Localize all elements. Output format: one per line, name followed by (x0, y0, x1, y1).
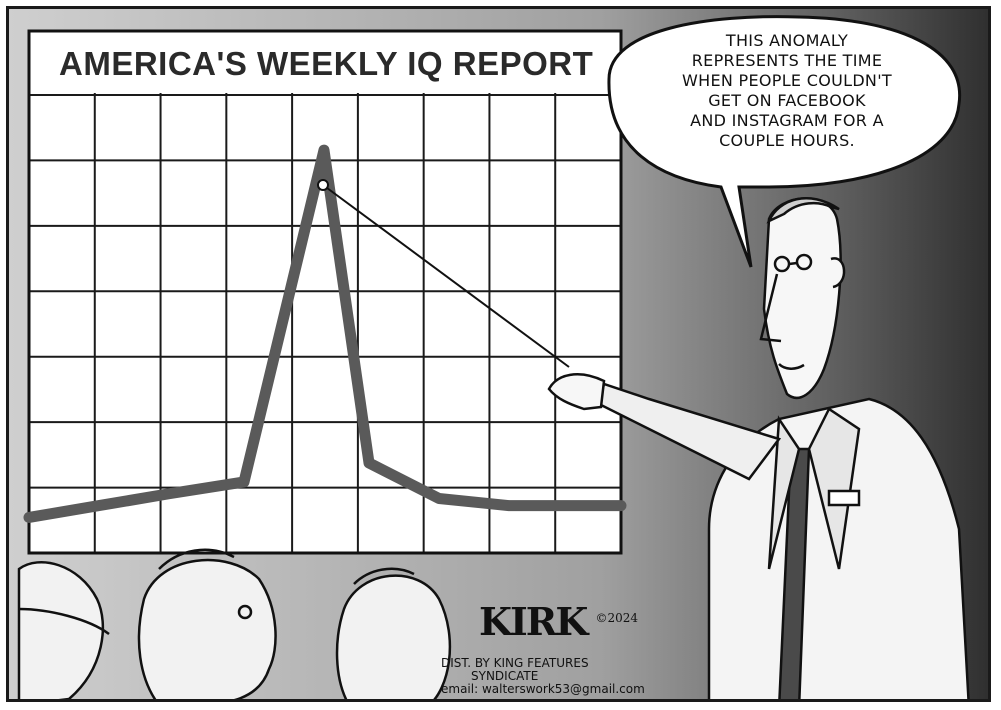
syndication-line-1: DIST. BY KING FEATURES (441, 656, 589, 670)
pointer-stick (322, 184, 570, 368)
cartoon-panel: AMERICA'S WEEKLY IQ REPORT This anomaly … (6, 6, 991, 702)
artist-email: email: walterswork53@gmail.com (441, 682, 645, 696)
presenter-figure (547, 196, 970, 699)
copyright-year: ©2024 (595, 611, 639, 625)
audience-head-1 (17, 561, 105, 699)
speech-bubble-text: This anomaly represents the time when pe… (637, 31, 937, 151)
artist-signature: KIRK ©2024 (479, 599, 679, 644)
chart-title: AMERICA'S WEEKLY IQ REPORT (59, 45, 594, 82)
speech-line-4: get on Facebook (708, 91, 866, 110)
audience-head-2 (137, 558, 277, 699)
syndication-credit: DIST. BY KING FEATURES SYNDICATE email: … (441, 657, 681, 696)
cartoon-scene (9, 9, 988, 699)
speech-line-2: represents the time (691, 51, 883, 70)
syndication-line-2: SYNDICATE (471, 669, 539, 683)
speech-line-5: and Instagram for a (690, 111, 884, 130)
audience (17, 548, 452, 699)
speech-bubble (607, 15, 962, 268)
chart-border (27, 29, 623, 555)
pointer-tip (317, 179, 329, 191)
speech-line-3: when people couldn't (682, 71, 892, 90)
speech-line-6: couple hours. (719, 131, 855, 150)
speech-line-1: This anomaly (725, 31, 849, 50)
iq-series-line (23, 144, 627, 523)
audience-head-3 (335, 574, 452, 699)
artist-name: KIRK (479, 599, 588, 644)
